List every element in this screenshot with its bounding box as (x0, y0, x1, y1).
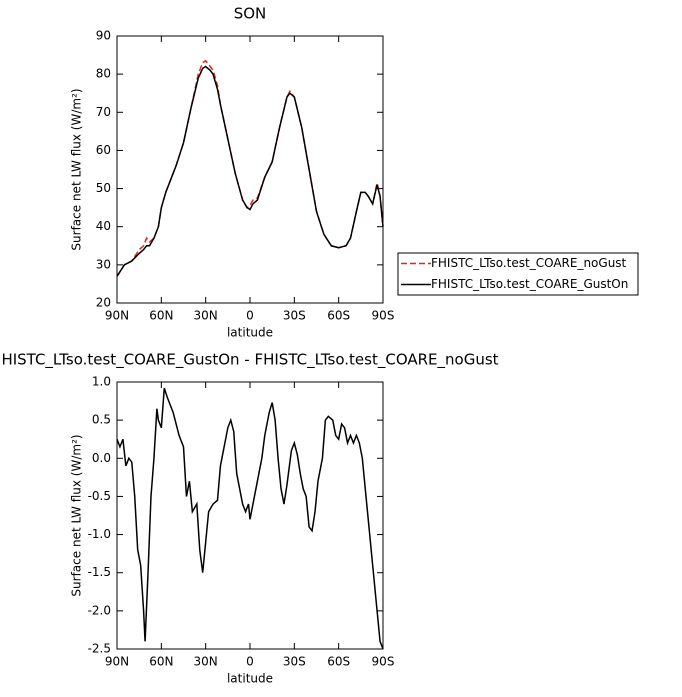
y-tick-label: 1.0 (92, 375, 111, 389)
x-tick-label: 60N (149, 655, 173, 669)
x-tick-label: 60S (327, 655, 350, 669)
y-tick-label: 50 (96, 181, 111, 195)
y-tick-label: -1.5 (88, 565, 111, 579)
y-tick-label: 90 (96, 29, 111, 43)
x-tick-label: 90N (105, 655, 129, 669)
x-tick-label: 90S (372, 309, 395, 323)
y-tick-label: 70 (96, 105, 111, 119)
y-tick-label: -2.5 (88, 642, 111, 656)
x-axis-label: latitude (227, 326, 273, 340)
y-tick-label: 0.5 (92, 413, 111, 427)
data-line (116, 59, 384, 277)
x-tick-label: 90S (372, 655, 395, 669)
legend-label: FHISTC_LTso.test_COARE_noGust (431, 256, 627, 270)
x-tick-label: 30N (194, 309, 218, 323)
y-axis-label: Surface net LW flux (W/m²) (70, 434, 84, 596)
y-tick-label: -0.5 (88, 489, 111, 503)
y-tick-label: 30 (96, 257, 111, 271)
x-tick-label: 0 (246, 309, 254, 323)
chart-title: SON (234, 5, 267, 23)
y-tick-label: 40 (96, 219, 111, 233)
data-line (116, 65, 384, 277)
data-line (116, 387, 384, 650)
legend-box (397, 252, 639, 296)
x-tick-label: 60S (327, 309, 350, 323)
x-tick-label: 60N (149, 309, 173, 323)
x-tick-label: 90N (105, 309, 129, 323)
y-tick-label: 20 (96, 296, 111, 310)
y-tick-label: 60 (96, 143, 111, 157)
y-tick-label: 0.0 (92, 451, 111, 465)
x-tick-label: 30S (283, 655, 306, 669)
x-tick-label: 0 (246, 655, 254, 669)
legend-label: FHISTC_LTso.test_COARE_GustOn (431, 277, 628, 291)
y-tick-label: 80 (96, 67, 111, 81)
plot-frame (116, 35, 384, 304)
x-axis-label: latitude (227, 672, 273, 686)
y-tick-label: -1.0 (88, 527, 111, 541)
chart-title: HISTC_LTso.test_COARE_GustOn - FHISTC_LT… (1, 351, 498, 370)
y-tick-label: -2.0 (88, 603, 111, 617)
x-tick-label: 30N (194, 655, 218, 669)
y-axis-label: Surface net LW flux (W/m²) (70, 88, 84, 250)
x-tick-label: 30S (283, 309, 306, 323)
